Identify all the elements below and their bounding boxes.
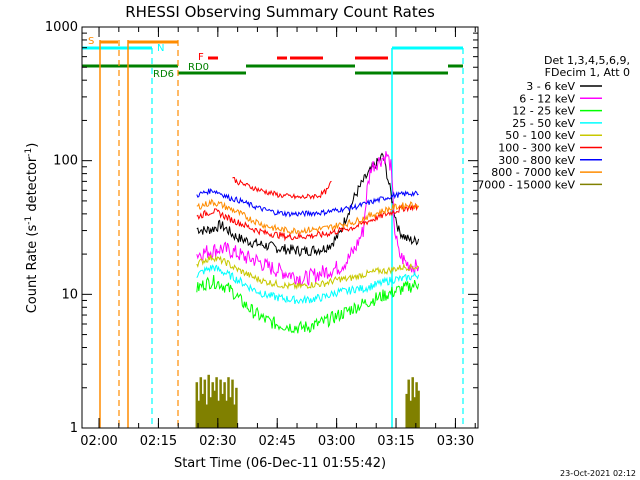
x-tick-label-0: 02:00 <box>80 434 117 449</box>
legend-label-3: 25 - 50 keV <box>512 117 575 130</box>
series-layer <box>195 151 420 428</box>
y-tick-label-3: 1000 <box>45 20 78 35</box>
annotation-rd6: RD6 <box>153 69 174 80</box>
legend: Det 1,3,4,5,6,9,FDecim 1, Att 03 - 6 keV… <box>477 54 630 191</box>
legend-label-7: 800 - 7000 keV <box>491 166 575 179</box>
legend-label-4: 50 - 100 keV <box>505 129 575 142</box>
footer-date: 23-Oct-2021 02:12 <box>560 469 636 478</box>
y-tick-label-1: 10 <box>61 287 78 302</box>
plot-frame <box>81 26 479 429</box>
legend-label-2: 12 - 25 keV <box>512 105 575 118</box>
legend-header-0: Det 1,3,4,5,6,9, <box>544 54 630 67</box>
axes: 1 10 100 1000 02:00 02:15 02:30 02:45 03:00 03:15… <box>45 20 479 449</box>
x-tick-label-5: 03:15 <box>377 434 414 449</box>
series-line-flare <box>232 176 332 200</box>
series-line-3 <box>196 264 420 305</box>
legend-label-6: 300 - 800 keV <box>498 154 575 167</box>
x-tick-label-1: 02:15 <box>140 434 177 449</box>
series-line-4 <box>196 254 419 291</box>
x-tick-label-6: 03:30 <box>437 434 474 449</box>
chart-title: RHESSI Observing Summary Count Rates <box>125 3 435 21</box>
legend-header-1: FDecim 1, Att 0 <box>545 66 630 79</box>
y-tick-label-2: 100 <box>53 154 78 169</box>
series-line-0 <box>196 152 420 257</box>
instrument-flag-bars <box>82 40 464 428</box>
x-axis-label: Start Time (06-Dec-11 01:55:42) <box>174 456 386 471</box>
series-line-6 <box>196 188 419 218</box>
annotation-f: F <box>198 52 204 63</box>
series-line-1 <box>196 151 420 287</box>
x-tick-label-3: 02:45 <box>258 434 295 449</box>
legend-label-5: 100 - 300 keV <box>498 142 575 155</box>
series-line-2 <box>196 274 420 334</box>
y-tick-label-0: 1 <box>70 421 78 436</box>
series-line-5 <box>196 202 419 242</box>
x-tick-label-2: 02:30 <box>199 434 236 449</box>
y-axis-label: Count Rate (s-1 detector-1) <box>24 143 40 314</box>
annotation-rd0: RD0 <box>188 62 209 73</box>
legend-label-1: 6 - 12 keV <box>519 92 575 105</box>
legend-label-8: 7000 - 15000 keV <box>477 178 575 191</box>
legend-label-0: 3 - 6 keV <box>526 80 575 93</box>
annotation-s: S <box>88 36 94 47</box>
series-line-7 <box>196 198 420 235</box>
x-tick-label-4: 03:00 <box>318 434 355 449</box>
annotation-n: N <box>157 43 164 54</box>
